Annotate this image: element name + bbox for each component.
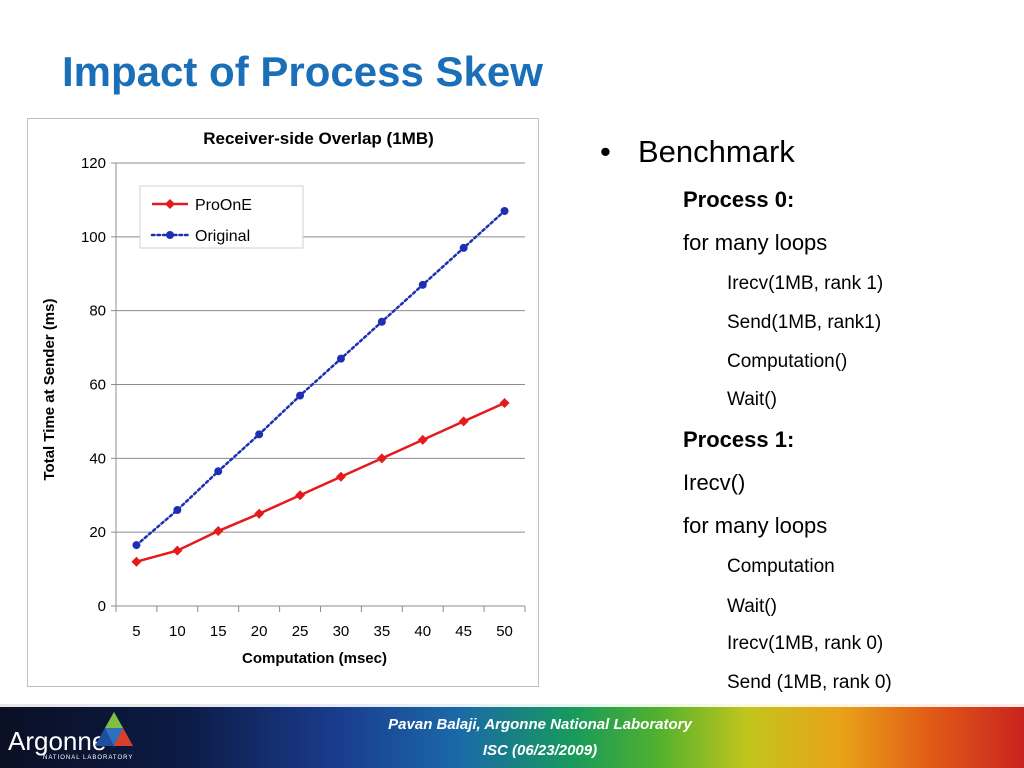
- data-point-original: [214, 467, 223, 476]
- y-tick-label: 20: [89, 524, 106, 541]
- benchmark-heading: • Benchmark: [600, 134, 795, 170]
- series-line-original: [135, 209, 506, 547]
- argonne-logo-icon: [95, 712, 133, 746]
- benchmark-line: for many loops: [683, 513, 828, 538]
- series-line-proone: [136, 401, 506, 563]
- footer-credit-author: Pavan Balaji, Argonne National Laborator…: [388, 716, 692, 733]
- argonne-logo-subtitle: NATIONAL LABORATORY: [43, 755, 134, 761]
- benchmark-line: for many loops: [683, 230, 828, 255]
- benchmark-line: Computation(): [727, 351, 848, 372]
- benchmark-line: Computation: [727, 556, 835, 577]
- x-axis-label: Computation (msec): [242, 650, 387, 667]
- argonne-logo-text: Argonne: [8, 726, 107, 756]
- data-point-original: [132, 541, 141, 550]
- data-point-original: [336, 354, 345, 363]
- x-tick-label: 5: [132, 623, 140, 640]
- benchmark-line: Wait(): [727, 596, 777, 617]
- x-tick-label: 30: [333, 623, 350, 640]
- data-point-original: [255, 430, 264, 439]
- benchmark-line: Send (1MB, rank 0): [727, 672, 892, 693]
- legend-marker-proone: [165, 199, 175, 209]
- benchmark-line: Irecv(1MB, rank 1): [727, 273, 884, 294]
- data-point-original: [173, 506, 182, 515]
- x-tick-label: 50: [496, 623, 513, 640]
- legend-box: [139, 185, 304, 249]
- data-point-proone: [213, 526, 224, 537]
- y-tick-label: 100: [81, 229, 106, 246]
- slide-title: Impact of Process Skew: [62, 48, 543, 95]
- x-tick-label: 25: [292, 623, 309, 640]
- x-tick-label: 20: [251, 623, 268, 640]
- benchmark-line: Irecv(): [683, 470, 746, 495]
- footer-credit-event: ISC (06/23/2009): [482, 742, 598, 759]
- x-tick-label: 45: [455, 623, 472, 640]
- bullet-icon: •: [600, 134, 611, 169]
- data-point-proone: [335, 471, 346, 482]
- legend-label: Original: [195, 228, 250, 245]
- data-point-original: [377, 317, 386, 326]
- data-point-original: [418, 280, 427, 289]
- x-tick-label: 10: [169, 623, 186, 640]
- benchmark-line: Send(1MB, rank1): [727, 312, 882, 333]
- legend-marker-original: [166, 231, 174, 239]
- data-point-proone: [458, 416, 469, 427]
- chart-panel: Receiver-side Overlap (1MB) 0 20 40 60 80 100 1…: [27, 118, 539, 687]
- data-point-proone: [254, 508, 265, 519]
- y-tick-label: 120: [81, 155, 106, 172]
- x-tick-label: 15: [210, 623, 227, 640]
- chart-title: Receiver-side Overlap (1MB): [203, 129, 434, 148]
- y-tick-label: 0: [98, 598, 106, 615]
- data-point-proone: [131, 556, 142, 567]
- y-tick-label: 40: [89, 450, 106, 467]
- data-point-proone: [295, 490, 306, 501]
- data-point-original: [459, 243, 468, 252]
- y-tick-label: 80: [89, 303, 106, 320]
- data-point-proone: [172, 545, 183, 556]
- benchmark-line: Wait(): [727, 389, 777, 410]
- x-tick-label: 35: [374, 623, 391, 640]
- x-tick-label: 40: [414, 623, 431, 640]
- data-point-original: [296, 391, 305, 400]
- line-chart: Receiver-side Overlap (1MB) 0 20 40 60 80 100 1…: [41, 129, 526, 667]
- benchmark-heading-label: Benchmark: [638, 134, 795, 169]
- data-point-proone: [376, 453, 387, 464]
- y-tick-label: 60: [89, 377, 106, 394]
- footer-divider: [0, 704, 1024, 707]
- y-axis-label: Total Time at Sender (ms): [41, 299, 58, 481]
- data-point-proone: [417, 434, 428, 445]
- data-point-original: [500, 206, 509, 215]
- benchmark-line: Process 0:: [683, 187, 795, 212]
- footer-bar: Argonne NATIONAL LABORATORY Pavan Balaji…: [0, 704, 1024, 768]
- benchmark-line: Process 1:: [683, 427, 795, 452]
- legend-label: ProOnE: [195, 197, 252, 214]
- benchmark-line: Irecv(1MB, rank 0): [727, 633, 884, 654]
- data-point-proone: [499, 397, 510, 408]
